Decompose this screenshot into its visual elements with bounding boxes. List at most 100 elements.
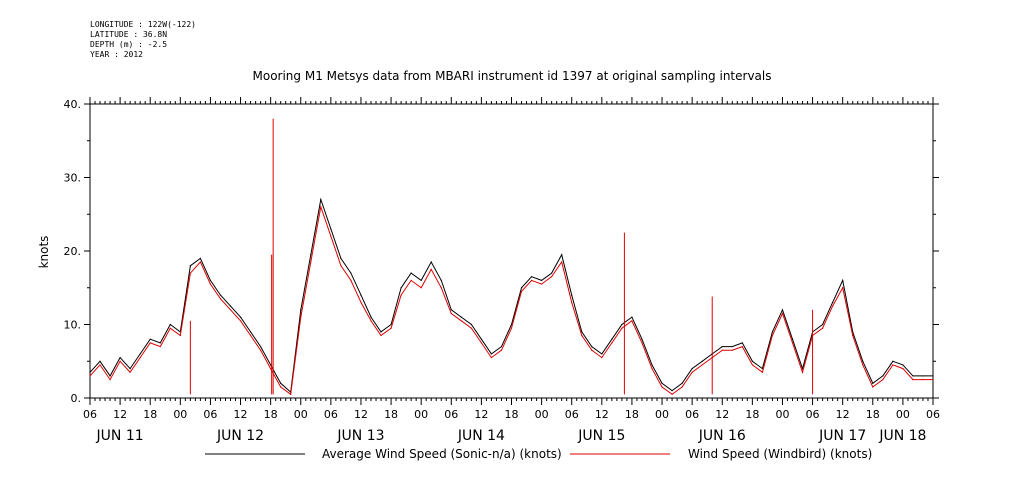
windbird-point bbox=[932, 379, 934, 381]
x-tick-label: 00 bbox=[294, 408, 308, 421]
windbird-point bbox=[280, 386, 282, 388]
windbird-point bbox=[270, 368, 272, 370]
x-tick-label: 18 bbox=[625, 408, 639, 421]
sonic-point bbox=[119, 356, 121, 359]
x-tick-label: 12 bbox=[113, 408, 127, 421]
y-tick-label: 30. bbox=[64, 172, 82, 185]
windbird-point bbox=[490, 356, 493, 359]
x-tick-label: 12 bbox=[354, 408, 368, 421]
x-tick-label: 06 bbox=[444, 408, 458, 421]
windbird-point bbox=[410, 279, 412, 281]
sonic-point bbox=[862, 360, 864, 362]
sonic-point bbox=[129, 368, 131, 370]
windbird-point bbox=[530, 279, 533, 281]
windbird-point bbox=[631, 320, 633, 322]
windbird-point bbox=[681, 386, 683, 388]
windbird-point bbox=[892, 364, 894, 366]
windbird-point bbox=[741, 345, 743, 348]
windbird-point bbox=[862, 364, 864, 366]
windbird-point bbox=[149, 342, 151, 344]
sonic-point bbox=[641, 338, 643, 340]
sonic-point bbox=[260, 345, 262, 348]
windbird-point bbox=[460, 320, 462, 322]
windbird-point bbox=[300, 316, 302, 318]
sonic-point bbox=[822, 323, 824, 326]
windbird-point bbox=[691, 371, 693, 373]
sonic-point bbox=[280, 382, 282, 384]
metadata-header: LONGITUDE : 122W(-122) LATITUDE : 36.8N … bbox=[90, 20, 196, 60]
windbird-point bbox=[340, 265, 342, 267]
windbird-point bbox=[922, 379, 924, 381]
windbird-point bbox=[129, 371, 131, 373]
windbird-point bbox=[450, 312, 452, 315]
x-tick-label: 12 bbox=[715, 408, 729, 421]
windbird-point bbox=[99, 364, 101, 366]
sonic-point bbox=[300, 309, 302, 311]
series-windbird-line bbox=[89, 204, 933, 396]
day-label: JUN 14 bbox=[457, 428, 505, 444]
sonic-point bbox=[591, 345, 593, 348]
sonic-point bbox=[510, 323, 513, 326]
sonic-point bbox=[400, 287, 402, 289]
sonic-point bbox=[771, 331, 774, 333]
windbird-point bbox=[159, 345, 161, 348]
sonic-point bbox=[410, 272, 412, 274]
sonic-point bbox=[430, 261, 432, 263]
x-tick-label: 00 bbox=[896, 408, 910, 421]
sonic-point bbox=[842, 279, 844, 281]
sonic-point bbox=[882, 375, 884, 377]
x-tick-label: 00 bbox=[775, 408, 789, 421]
windbird-point bbox=[721, 349, 723, 351]
sonic-point bbox=[691, 368, 693, 370]
windbird-point bbox=[872, 386, 874, 388]
sonic-point bbox=[480, 338, 482, 340]
y-tick-label: 40. bbox=[64, 98, 82, 111]
sonic-point bbox=[360, 294, 362, 296]
sonic-point bbox=[239, 316, 242, 318]
sonic-point bbox=[490, 353, 493, 355]
sonic-point bbox=[470, 323, 472, 326]
x-tick-label: 18 bbox=[264, 408, 278, 421]
windbird-point bbox=[209, 283, 212, 285]
windbird-point bbox=[751, 364, 753, 366]
windbird-point bbox=[189, 272, 191, 274]
sonic-point bbox=[99, 360, 101, 362]
sonic-point bbox=[581, 331, 583, 333]
windbird-point bbox=[260, 349, 262, 351]
windbird-point bbox=[470, 327, 472, 329]
x-tick-label: 06 bbox=[565, 408, 579, 421]
x-tick-label: 18 bbox=[143, 408, 157, 421]
legend-windbird-label: Wind Speed (Windbird) (knots) bbox=[688, 447, 872, 461]
sonic-point bbox=[761, 368, 763, 370]
sonic-point bbox=[350, 272, 352, 274]
sonic-point bbox=[892, 360, 894, 362]
windbird-point bbox=[541, 283, 543, 285]
sonic-point bbox=[440, 279, 442, 281]
sonic-point bbox=[701, 360, 703, 362]
day-label: JUN 13 bbox=[336, 428, 384, 444]
sonic-point bbox=[249, 331, 252, 333]
windbird-point bbox=[290, 393, 292, 395]
windbird-point bbox=[581, 334, 583, 337]
windbird-point bbox=[350, 279, 352, 281]
series-layer bbox=[89, 118, 934, 396]
sonic-point bbox=[159, 342, 161, 344]
chart-title: Mooring M1 Metsys data from MBARI instru… bbox=[253, 69, 772, 83]
meta-year: YEAR : 2012 bbox=[90, 50, 143, 59]
sonic-point bbox=[611, 338, 613, 340]
sonic-point bbox=[832, 301, 834, 304]
x-tick-label: 06 bbox=[324, 408, 338, 421]
sonic-point bbox=[791, 338, 794, 340]
x-tick-label: 18 bbox=[866, 408, 880, 421]
windbird-point bbox=[761, 371, 763, 373]
windbird-point bbox=[400, 294, 402, 296]
x-tick-label: 00 bbox=[535, 408, 549, 421]
day-label: JUN 17 bbox=[818, 428, 866, 444]
sonic-point bbox=[601, 353, 603, 355]
windbird-point bbox=[621, 327, 623, 329]
sonic-point bbox=[661, 382, 663, 384]
sonic-point bbox=[681, 382, 683, 384]
windbird-point bbox=[591, 349, 593, 351]
windbird-point bbox=[480, 342, 482, 344]
